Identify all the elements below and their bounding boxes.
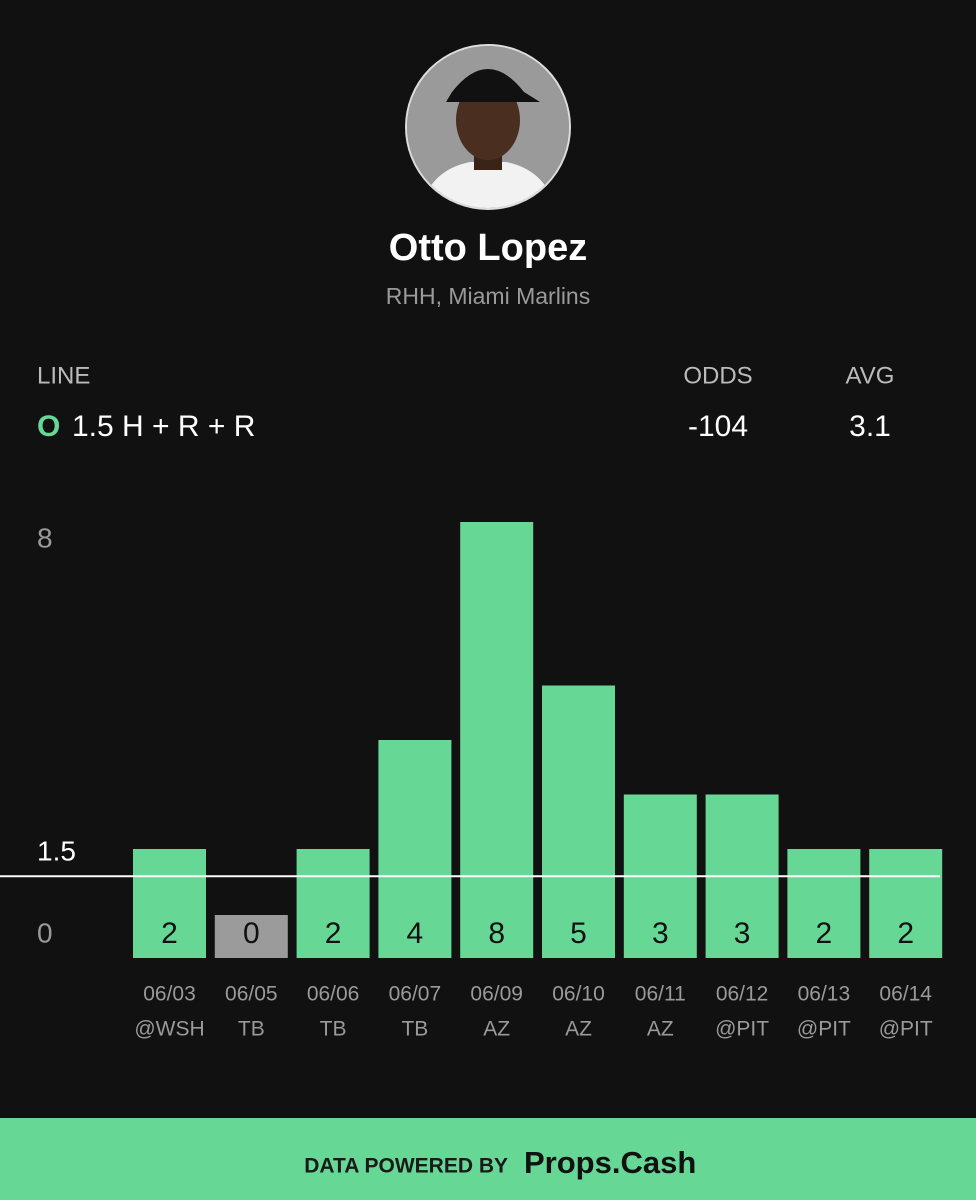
bar — [378, 740, 452, 958]
x-tick-label: 06/09 — [470, 983, 523, 1006]
x-tick-label: 06/07 — [389, 983, 442, 1006]
bar-value-label: 4 — [407, 917, 424, 950]
x-tick-label: 06/13 — [798, 983, 851, 1006]
x-tick-label: 06/10 — [552, 983, 605, 1006]
bar-value-label: 3 — [652, 917, 669, 950]
avg-label: AVG — [846, 362, 895, 389]
odds-value: -104 — [688, 410, 748, 443]
bar-value-label: 2 — [897, 917, 914, 950]
line-label: LINE — [37, 362, 90, 389]
bar-value-label: 3 — [734, 917, 751, 950]
x-tick-sublabel: @PIT — [715, 1018, 769, 1041]
player-name: Otto Lopez — [389, 227, 587, 269]
x-tick-sublabel: AZ — [647, 1018, 674, 1041]
bar — [133, 849, 206, 958]
bar — [296, 849, 370, 958]
avg-value: 3.1 — [849, 410, 891, 443]
x-tick-label: 06/03 — [143, 983, 196, 1006]
x-tick-sublabel: @PIT — [797, 1018, 851, 1041]
y-tick-label: 8 — [37, 522, 53, 553]
footer-band — [0, 1118, 976, 1200]
x-tick-sublabel: @PIT — [879, 1018, 933, 1041]
x-tick-label: 06/11 — [635, 983, 686, 1006]
x-tick-sublabel: AZ — [483, 1018, 510, 1041]
bar — [787, 849, 861, 958]
x-tick-label: 06/14 — [879, 983, 932, 1006]
x-tick-sublabel: TB — [238, 1018, 265, 1041]
y-tick-label: 0 — [37, 917, 53, 948]
bar — [214, 915, 288, 958]
bar — [542, 685, 615, 958]
player-subtitle: RHH, Miami Marlins — [386, 283, 590, 309]
x-tick-sublabel: TB — [401, 1018, 428, 1041]
bar-value-label: 5 — [570, 917, 587, 950]
bar-value-label: 2 — [325, 917, 342, 950]
footer-brand: Props.Cash — [524, 1145, 696, 1180]
bar-value-label: 0 — [243, 917, 260, 950]
odds-label: ODDS — [683, 362, 752, 389]
x-tick-sublabel: @WSH — [134, 1018, 204, 1041]
bar — [869, 849, 943, 958]
plot: 0 8 2 06/03 @WSH 0 06/05 TB 2 06/06 TB 4 06/07 TB 8 06/… — [0, 522, 943, 1041]
bar-value-label: 2 — [161, 917, 178, 950]
avatar — [405, 44, 571, 210]
x-tick-label: 06/12 — [716, 983, 769, 1006]
x-tick-sublabel: AZ — [565, 1018, 592, 1041]
bar — [460, 522, 534, 958]
x-tick-label: 06/05 — [225, 983, 278, 1006]
line-text: 1.5 H + R + R — [72, 410, 255, 443]
x-tick-label: 06/06 — [307, 983, 360, 1006]
bar-value-label: 2 — [816, 917, 833, 950]
x-tick-sublabel: TB — [320, 1018, 347, 1041]
line-side: O — [37, 410, 60, 443]
bar-value-label: 8 — [488, 917, 505, 950]
threshold-label: 1.5 — [37, 836, 76, 867]
footer-text: DATA POWERED BY — [304, 1155, 508, 1178]
